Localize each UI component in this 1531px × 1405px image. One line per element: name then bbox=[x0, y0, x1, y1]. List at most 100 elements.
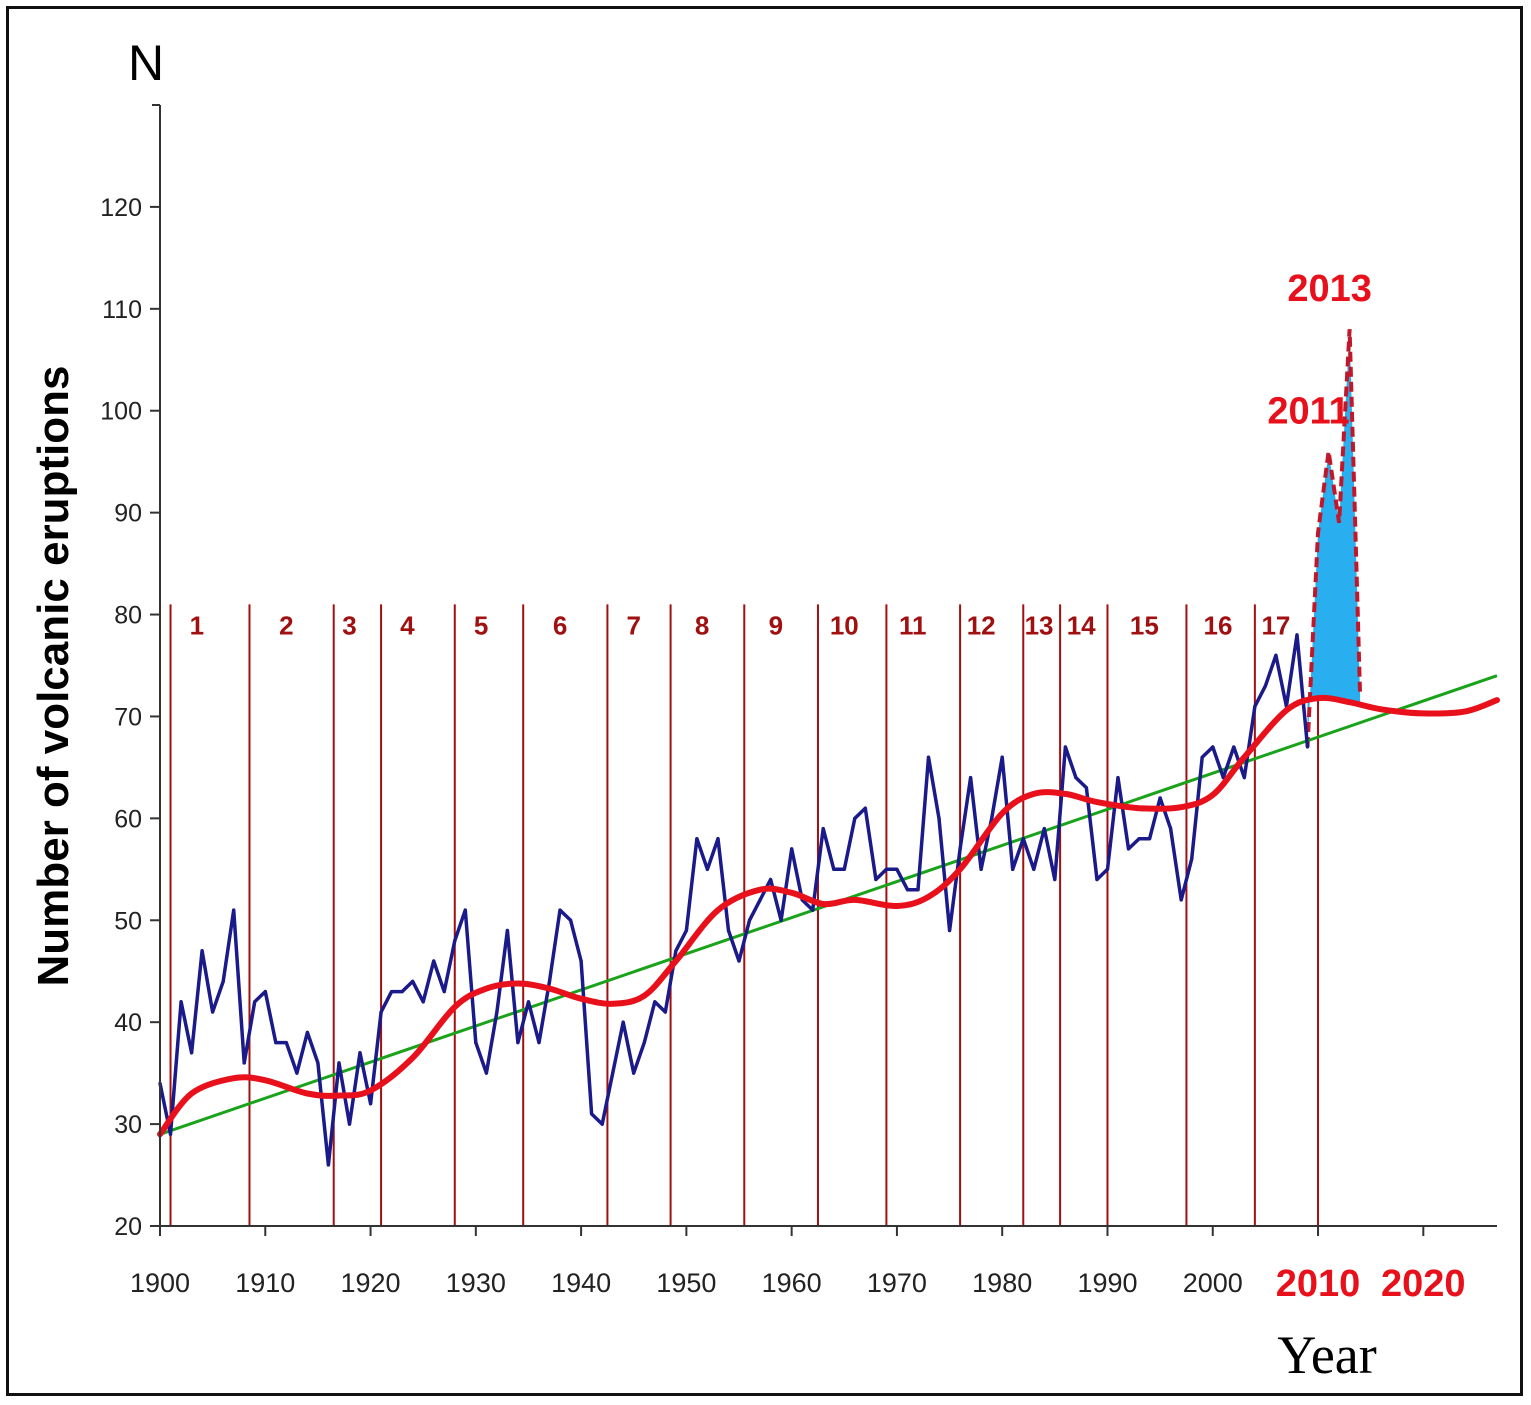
observed-point bbox=[590, 1112, 594, 1116]
observed-point bbox=[1274, 653, 1278, 657]
x-tick-label: 2010 bbox=[1276, 1263, 1361, 1305]
x-tick-label: 1940 bbox=[551, 1268, 611, 1298]
observed-point bbox=[1179, 898, 1183, 902]
x-tick-label: 1970 bbox=[867, 1268, 927, 1298]
observed-point bbox=[358, 1051, 362, 1055]
y-tick-label: 30 bbox=[114, 1111, 142, 1139]
observed-point bbox=[421, 1000, 425, 1004]
x-tick-label: 1920 bbox=[341, 1268, 401, 1298]
observed-point bbox=[621, 1020, 625, 1024]
observed-point bbox=[579, 959, 583, 963]
observed-point bbox=[411, 979, 415, 984]
period-label: 13 bbox=[1025, 610, 1054, 640]
observed-point bbox=[958, 847, 962, 851]
observed-point bbox=[884, 867, 889, 871]
observed-point bbox=[747, 918, 752, 922]
observed-point bbox=[695, 837, 699, 841]
observed-point bbox=[442, 990, 446, 994]
period-label: 3 bbox=[342, 610, 356, 640]
x-tick-label: 1990 bbox=[1077, 1268, 1137, 1298]
y-axis-label: Number of volcanic eruptions bbox=[29, 366, 78, 987]
observed-point bbox=[705, 867, 710, 871]
projection-area: 2011 2013 bbox=[1267, 268, 1372, 748]
observed-point bbox=[295, 1071, 299, 1075]
observed-point bbox=[1126, 847, 1131, 851]
observed-point bbox=[505, 928, 510, 933]
observed-point bbox=[990, 816, 994, 820]
observed-point bbox=[232, 908, 236, 912]
observed-point bbox=[432, 959, 436, 963]
observed-point bbox=[1116, 776, 1120, 780]
period-label: 8 bbox=[695, 610, 709, 640]
x-axis-label: Year bbox=[1277, 1325, 1377, 1385]
observed-point bbox=[1063, 745, 1067, 749]
observed-point bbox=[684, 928, 688, 933]
period-label: 15 bbox=[1130, 610, 1159, 640]
x-tick-label: 1960 bbox=[762, 1268, 822, 1298]
observed-point bbox=[379, 1010, 383, 1014]
observed-point bbox=[516, 1040, 520, 1045]
observed-point bbox=[1200, 755, 1204, 759]
observed-point bbox=[632, 1071, 636, 1075]
observed-point bbox=[526, 1000, 531, 1004]
observed-point bbox=[1263, 684, 1267, 688]
observed-point bbox=[274, 1040, 278, 1045]
period-label: 11 bbox=[899, 610, 927, 640]
chart-frame bbox=[6, 6, 1523, 1396]
period-label: 2 bbox=[279, 610, 293, 640]
observed-point bbox=[537, 1040, 541, 1045]
observed-point bbox=[495, 1010, 499, 1014]
observed-point bbox=[1147, 837, 1152, 841]
observed-point bbox=[1032, 867, 1036, 871]
period-label: 16 bbox=[1204, 610, 1233, 640]
observed-point bbox=[663, 1010, 667, 1014]
observed-point bbox=[1253, 704, 1257, 708]
y-tick-label: 100 bbox=[100, 398, 142, 426]
observed-point bbox=[200, 949, 204, 953]
observed-point bbox=[1137, 837, 1141, 841]
x-tick-label: 1930 bbox=[446, 1268, 506, 1298]
axes bbox=[152, 104, 1497, 1227]
x-tick-label: 2000 bbox=[1183, 1268, 1243, 1298]
observed-point bbox=[674, 949, 678, 953]
y-tick-label: 50 bbox=[114, 907, 142, 935]
observed-point bbox=[1105, 867, 1110, 871]
observed-point bbox=[832, 867, 836, 871]
observed-point bbox=[737, 959, 741, 963]
projection-annotation: 2011 bbox=[1267, 390, 1349, 432]
y-tick-label: 110 bbox=[102, 296, 142, 324]
observed-point bbox=[853, 816, 857, 820]
x-tick-label: 2020 bbox=[1381, 1263, 1466, 1305]
observed-point bbox=[1158, 796, 1162, 800]
observed-series-group bbox=[158, 633, 1310, 1167]
observed-point bbox=[1021, 837, 1025, 841]
observed-point bbox=[316, 1061, 320, 1065]
y-tick-label: 120 bbox=[100, 194, 142, 222]
y-tick-label: 90 bbox=[114, 500, 142, 528]
observed-point bbox=[221, 979, 225, 984]
smoothed-wave-line bbox=[157, 694, 1500, 1138]
observed-point bbox=[937, 816, 941, 820]
projection-outline bbox=[1305, 329, 1363, 748]
observed-point bbox=[253, 1000, 257, 1004]
observed-point bbox=[895, 867, 899, 871]
period-label: 14 bbox=[1067, 610, 1096, 640]
observed-point bbox=[453, 939, 457, 943]
observed-point bbox=[337, 1061, 341, 1065]
observed-point bbox=[1211, 745, 1215, 749]
x-tick-label: 1900 bbox=[130, 1268, 190, 1298]
period-label: 1 bbox=[190, 610, 204, 640]
period-label: 7 bbox=[627, 610, 641, 640]
y-tick-label: 80 bbox=[114, 602, 142, 630]
observed-point bbox=[547, 979, 552, 984]
observed-point bbox=[1305, 745, 1310, 749]
observed-point bbox=[758, 898, 762, 902]
observed-point bbox=[716, 837, 720, 841]
observed-point bbox=[326, 1163, 331, 1167]
observed-point bbox=[1190, 857, 1194, 861]
observed-point bbox=[284, 1040, 288, 1045]
observed-point bbox=[821, 826, 825, 831]
observed-point bbox=[1242, 776, 1246, 780]
period-label: 17 bbox=[1261, 610, 1290, 640]
